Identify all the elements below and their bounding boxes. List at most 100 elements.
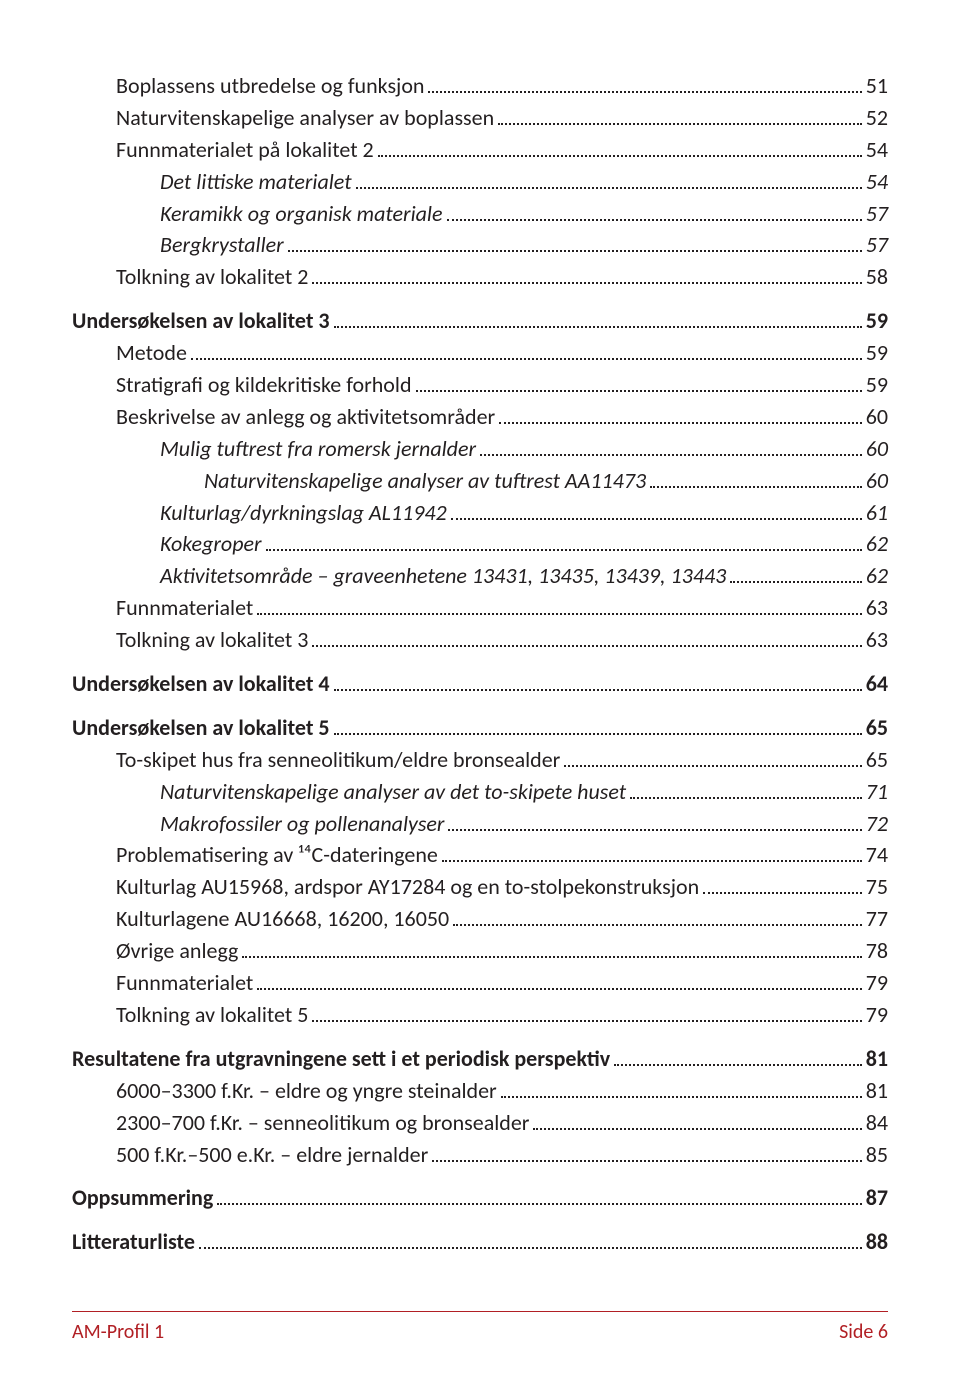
toc-entry-page: 84 bbox=[866, 1107, 888, 1139]
toc-entry-label: To-skipet hus fra senneolitikum/eldre br… bbox=[116, 744, 560, 776]
toc-entry-page: 51 bbox=[866, 70, 888, 102]
toc-entry: 6000–3300 f.Kr. – eldre og yngre steinal… bbox=[116, 1075, 888, 1107]
toc-entry-label: Det littiske materialet bbox=[160, 166, 352, 198]
toc-leader-dots bbox=[266, 531, 862, 552]
toc-entry-page: 57 bbox=[866, 229, 888, 261]
toc-entry: Tolkning av lokalitet 258 bbox=[116, 261, 888, 293]
footer-left: AM-Profil 1 bbox=[72, 1318, 164, 1347]
toc-entry-label: Kulturlag AU15968, ardspor AY17284 og en… bbox=[116, 871, 699, 903]
toc-leader-dots bbox=[451, 499, 862, 520]
toc-entry: 2300–700 f.Kr. – senneolitikum og bronse… bbox=[116, 1107, 888, 1139]
toc-entry: Naturvitenskapelige analyser av tuftrest… bbox=[204, 465, 888, 497]
toc-leader-dots bbox=[432, 1141, 861, 1162]
footer-rule bbox=[72, 1311, 888, 1312]
toc-entry-page: 75 bbox=[866, 871, 888, 903]
toc-gap bbox=[72, 293, 888, 305]
page: Boplassens utbredelse og funksjon51Natur… bbox=[0, 0, 960, 1383]
toc-entry-label: Naturvitenskapelige analyser av boplasse… bbox=[116, 102, 494, 134]
footer-right: Side 6 bbox=[839, 1318, 888, 1347]
toc-entry: Naturvitenskapelige analyser av det to-s… bbox=[160, 776, 888, 808]
toc-entry: Aktivitetsområde – graveenhetene 13431, … bbox=[160, 560, 888, 592]
toc-entry-label: Mulig tuftrest fra romersk jernalder bbox=[160, 433, 476, 465]
footer-row: AM-Profil 1 Side 6 bbox=[72, 1318, 888, 1347]
toc-leader-dots bbox=[416, 371, 862, 392]
toc-entry-label: Metode bbox=[116, 337, 187, 369]
toc-entry: Undersøkelsen av lokalitet 565 bbox=[72, 712, 888, 744]
toc-entry: Tolkning av lokalitet 363 bbox=[116, 624, 888, 656]
toc-leader-dots bbox=[356, 168, 862, 189]
toc-entry-label: Naturvitenskapelige analyser av det to-s… bbox=[160, 776, 626, 808]
toc-entry: Keramikk og organisk materiale57 bbox=[160, 198, 888, 230]
page-footer: AM-Profil 1 Side 6 bbox=[72, 1311, 888, 1347]
toc-entry-page: 58 bbox=[866, 261, 888, 293]
toc-entry: 500 f.Kr.–500 e.Kr. – eldre jernalder85 bbox=[116, 1139, 888, 1171]
toc-entry: Makrofossiler og pollenanalyser72 bbox=[160, 808, 888, 840]
toc-entry-page: 60 bbox=[866, 401, 888, 433]
toc-entry-page: 79 bbox=[866, 999, 888, 1031]
toc-entry: Undersøkelsen av lokalitet 359 bbox=[72, 305, 888, 337]
toc-entry-page: 59 bbox=[866, 337, 888, 369]
toc-leader-dots bbox=[480, 435, 862, 456]
toc-entry-page: 88 bbox=[866, 1226, 888, 1258]
toc-leader-dots bbox=[312, 626, 861, 647]
toc-entry-label: Funnmaterialet bbox=[116, 592, 253, 624]
toc-leader-dots bbox=[257, 595, 861, 616]
toc-entry: Stratigrafi og kildekritiske forhold59 bbox=[116, 369, 888, 401]
toc-entry: Mulig tuftrest fra romersk jernalder 60 bbox=[160, 433, 888, 465]
toc-entry-page: 71 bbox=[866, 776, 888, 808]
toc-entry-page: 78 bbox=[866, 935, 888, 967]
toc-entry-page: 52 bbox=[866, 102, 888, 134]
toc-leader-dots bbox=[703, 874, 862, 895]
toc-entry-label: Aktivitetsområde – graveenhetene 13431, … bbox=[160, 560, 726, 592]
toc-entry: To-skipet hus fra senneolitikum/eldre br… bbox=[116, 744, 888, 776]
toc-leader-dots bbox=[453, 906, 862, 927]
toc-entry-page: 65 bbox=[866, 712, 888, 744]
toc-leader-dots bbox=[614, 1045, 861, 1066]
toc-leader-dots bbox=[334, 670, 862, 691]
toc-entry: Metode 59 bbox=[116, 337, 888, 369]
toc-entry-page: 62 bbox=[866, 560, 888, 592]
toc-entry-page: 59 bbox=[866, 369, 888, 401]
toc-entry-page: 81 bbox=[866, 1043, 888, 1075]
toc-entry-label: Kulturlag/dyrkningslag AL11942 bbox=[160, 497, 447, 529]
toc-entry: Boplassens utbredelse og funksjon51 bbox=[116, 70, 888, 102]
toc-entry: Resultatene fra utgravningene sett i et … bbox=[72, 1043, 888, 1075]
toc-entry-page: 54 bbox=[866, 166, 888, 198]
toc-leader-dots bbox=[191, 339, 862, 360]
toc-entry-page: 63 bbox=[866, 624, 888, 656]
toc-entry: Funnmaterialet63 bbox=[116, 592, 888, 624]
toc-entry-page: 77 bbox=[866, 903, 888, 935]
toc-leader-dots bbox=[288, 232, 862, 253]
toc-entry-label: Bergkrystaller bbox=[160, 229, 284, 261]
toc-entry-label: Kulturlagene AU16668, 16200, 16050 bbox=[116, 903, 449, 935]
toc-entry-page: 60 bbox=[866, 433, 888, 465]
toc-entry-page: 81 bbox=[866, 1075, 888, 1107]
toc-entry-page: 62 bbox=[866, 528, 888, 560]
toc-entry: Kokegroper 62 bbox=[160, 528, 888, 560]
toc-leader-dots bbox=[499, 403, 861, 424]
toc-leader-dots bbox=[533, 1109, 861, 1130]
table-of-contents: Boplassens utbredelse og funksjon51Natur… bbox=[72, 70, 888, 1258]
toc-entry-page: 60 bbox=[866, 465, 888, 497]
toc-entry-label: 2300–700 f.Kr. – senneolitikum og bronse… bbox=[116, 1107, 529, 1139]
toc-leader-dots bbox=[199, 1229, 862, 1250]
toc-entry: Problematisering av ¹⁴C-dateringene 74 bbox=[116, 839, 888, 871]
toc-entry-label: Problematisering av ¹⁴C-dateringene bbox=[116, 839, 438, 871]
toc-leader-dots bbox=[630, 778, 862, 799]
toc-leader-dots bbox=[428, 72, 861, 93]
toc-entry-label: Kokegroper bbox=[160, 528, 262, 560]
toc-entry-page: 64 bbox=[866, 668, 888, 700]
toc-entry-label: Undersøkelsen av lokalitet 3 bbox=[72, 305, 330, 337]
toc-entry-label: 6000–3300 f.Kr. – eldre og yngre steinal… bbox=[116, 1075, 497, 1107]
toc-entry-page: 74 bbox=[866, 839, 888, 871]
toc-entry-label: Funnmaterialet bbox=[116, 967, 253, 999]
toc-entry: Kulturlag AU15968, ardspor AY17284 og en… bbox=[116, 871, 888, 903]
toc-entry-label: Oppsummering bbox=[72, 1182, 213, 1214]
toc-leader-dots bbox=[730, 563, 861, 584]
toc-leader-dots bbox=[312, 264, 861, 285]
toc-entry-page: 65 bbox=[866, 744, 888, 776]
toc-gap bbox=[72, 1170, 888, 1182]
toc-entry: Oppsummering87 bbox=[72, 1182, 888, 1214]
toc-entry-page: 61 bbox=[866, 497, 888, 529]
toc-leader-dots bbox=[312, 1001, 861, 1022]
